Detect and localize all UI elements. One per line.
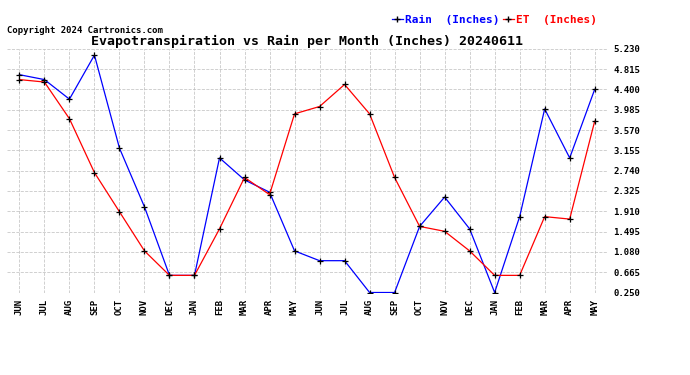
ET  (Inches) bbox=[340, 82, 348, 87]
ET  (Inches) bbox=[566, 217, 574, 221]
ET  (Inches) bbox=[140, 249, 148, 253]
Rain  (Inches) bbox=[591, 87, 599, 92]
ET  (Inches) bbox=[190, 273, 199, 278]
Rain  (Inches) bbox=[315, 258, 324, 263]
ET  (Inches) bbox=[315, 104, 324, 109]
Line: Rain  (Inches): Rain (Inches) bbox=[17, 53, 598, 295]
ET  (Inches) bbox=[66, 117, 74, 121]
ET  (Inches) bbox=[540, 214, 549, 219]
ET  (Inches) bbox=[366, 112, 374, 116]
Rain  (Inches) bbox=[290, 249, 299, 253]
Rain  (Inches) bbox=[90, 53, 99, 57]
ET  (Inches) bbox=[266, 192, 274, 197]
Rain  (Inches) bbox=[166, 273, 174, 278]
Rain  (Inches) bbox=[140, 205, 148, 209]
ET  (Inches) bbox=[440, 229, 449, 234]
ET  (Inches) bbox=[240, 175, 248, 180]
Rain  (Inches) bbox=[515, 214, 524, 219]
Rain  (Inches) bbox=[266, 190, 274, 194]
Rain  (Inches) bbox=[466, 226, 474, 231]
Rain  (Inches) bbox=[15, 72, 23, 77]
Rain  (Inches) bbox=[491, 290, 499, 295]
ET  (Inches) bbox=[90, 170, 99, 175]
Rain  (Inches) bbox=[415, 224, 424, 229]
Rain  (Inches) bbox=[215, 156, 224, 160]
ET  (Inches) bbox=[166, 273, 174, 278]
Rain  (Inches) bbox=[66, 97, 74, 101]
Rain  (Inches) bbox=[240, 178, 248, 182]
Rain  (Inches) bbox=[391, 290, 399, 295]
ET  (Inches) bbox=[40, 80, 48, 84]
ET  (Inches) bbox=[15, 77, 23, 82]
ET  (Inches) bbox=[466, 249, 474, 253]
Rain  (Inches) bbox=[366, 290, 374, 295]
ET  (Inches) bbox=[491, 273, 499, 278]
ET  (Inches) bbox=[415, 224, 424, 229]
ET  (Inches) bbox=[115, 210, 124, 214]
ET  (Inches) bbox=[515, 273, 524, 278]
Rain  (Inches) bbox=[566, 156, 574, 160]
Line: ET  (Inches): ET (Inches) bbox=[17, 77, 598, 278]
Rain  (Inches) bbox=[440, 195, 449, 199]
ET  (Inches) bbox=[591, 119, 599, 123]
Rain  (Inches) bbox=[540, 107, 549, 111]
Legend: Rain  (Inches), ET  (Inches): Rain (Inches), ET (Inches) bbox=[387, 10, 602, 29]
Rain  (Inches) bbox=[115, 146, 124, 150]
ET  (Inches) bbox=[391, 175, 399, 180]
Title: Evapotranspiration vs Rain per Month (Inches) 20240611: Evapotranspiration vs Rain per Month (In… bbox=[91, 34, 523, 48]
ET  (Inches) bbox=[290, 112, 299, 116]
ET  (Inches) bbox=[215, 226, 224, 231]
Rain  (Inches) bbox=[40, 77, 48, 82]
Text: Copyright 2024 Cartronics.com: Copyright 2024 Cartronics.com bbox=[7, 26, 163, 35]
Rain  (Inches) bbox=[190, 273, 199, 278]
Rain  (Inches) bbox=[340, 258, 348, 263]
